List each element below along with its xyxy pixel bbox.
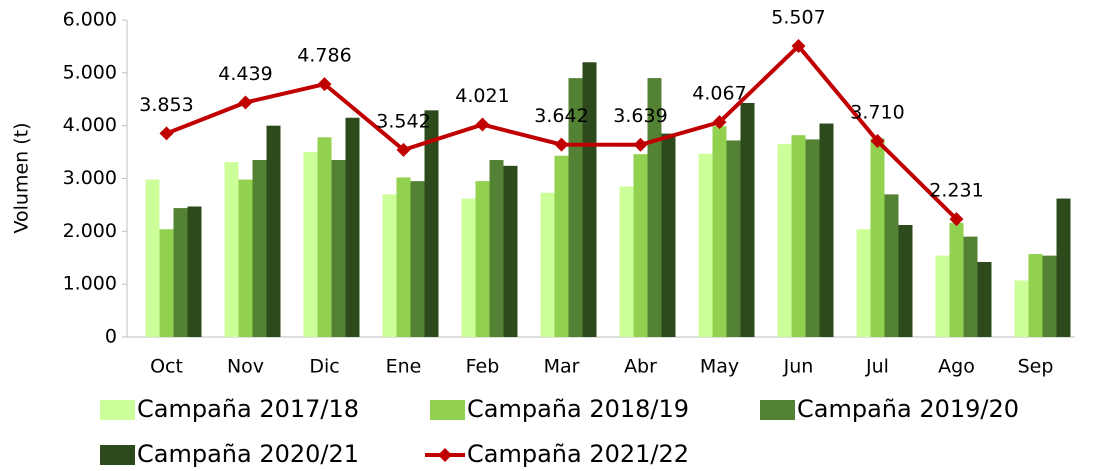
line-marker: [712, 115, 727, 130]
x-tick-label: Jul: [865, 356, 889, 378]
line-marker: [396, 142, 411, 157]
legend-swatch: [100, 400, 135, 420]
bar: [935, 255, 950, 337]
data-label: 4.439: [218, 63, 272, 85]
line-marker: [238, 95, 253, 110]
bar: [396, 177, 411, 337]
bar: [489, 160, 504, 337]
bar: [698, 153, 713, 337]
bar: [1056, 198, 1071, 337]
legend-label: Campaña 2017/18: [137, 395, 359, 423]
line-marker: [949, 212, 964, 227]
bar: [159, 229, 174, 337]
data-label: 4.786: [297, 45, 351, 67]
line-marker: [554, 137, 569, 152]
legend-swatch: [438, 448, 452, 462]
bar: [1014, 280, 1029, 337]
bar: [345, 117, 360, 337]
data-label: 5.507: [771, 7, 825, 29]
bar: [1042, 255, 1057, 337]
bar: [819, 123, 834, 337]
bar: [331, 160, 346, 337]
data-label: 3.542: [376, 110, 430, 132]
line-marker: [870, 133, 885, 148]
x-tick-label: Dic: [309, 356, 339, 378]
bar: [661, 133, 676, 337]
legend-swatch: [760, 400, 795, 420]
bar: [726, 140, 741, 337]
bar: [554, 155, 569, 337]
data-label: 4.067: [692, 83, 746, 105]
data-label: 3.710: [850, 101, 904, 123]
bar: [238, 179, 253, 337]
bar: [503, 165, 518, 337]
bar: [582, 62, 597, 338]
legend-swatch: [430, 400, 465, 420]
bar: [777, 144, 792, 337]
y-tick-label: 4.000: [63, 114, 117, 136]
x-tick-label: Ene: [386, 356, 422, 378]
bar: [266, 125, 281, 338]
bar: [791, 135, 806, 337]
bar: [540, 192, 555, 337]
data-label: 2.231: [929, 180, 983, 202]
legend-label: Campaña 2020/21: [137, 440, 359, 468]
bar: [187, 206, 202, 337]
x-tick-label: May: [700, 356, 739, 378]
bar: [949, 222, 964, 337]
x-tick-label: Abr: [624, 356, 657, 378]
legend-swatch: [100, 445, 135, 465]
line-marker: [791, 39, 806, 54]
bar: [317, 137, 332, 337]
bar: [633, 154, 648, 337]
x-tick-label: Ago: [938, 356, 975, 378]
line-marker: [475, 117, 490, 132]
y-axis-label: Volumen (t): [11, 122, 33, 233]
data-label: 3.853: [139, 94, 193, 116]
legend-label: Campaña 2018/19: [467, 395, 689, 423]
bar: [898, 224, 913, 337]
y-tick-label: 5.000: [63, 61, 117, 83]
bar: [145, 179, 160, 337]
bar: [884, 194, 899, 337]
bar: [252, 160, 267, 337]
bar: [475, 181, 490, 337]
x-tick-label: Sep: [1018, 356, 1054, 378]
x-tick-label: Nov: [227, 356, 264, 378]
y-tick-label: 2.000: [63, 220, 117, 242]
x-tick-label: Mar: [544, 356, 580, 378]
y-tick-label: 3.000: [63, 167, 117, 189]
line-marker: [633, 137, 648, 152]
x-tick-label: Oct: [150, 356, 183, 378]
bar: [619, 186, 634, 337]
bar: [303, 152, 318, 337]
bar: [461, 198, 476, 337]
y-tick-label: 1.000: [63, 273, 117, 295]
bar: [963, 236, 978, 337]
data-label: 3.642: [534, 105, 588, 127]
bar: [173, 208, 188, 337]
data-label: 3.639: [613, 105, 667, 127]
y-tick-label: 0: [105, 326, 117, 348]
bar: [424, 110, 439, 337]
x-tick-label: Feb: [466, 356, 500, 378]
bar: [410, 181, 425, 337]
bar: [870, 138, 885, 337]
data-label: 4.021: [455, 85, 509, 107]
bar: [740, 102, 755, 337]
bar: [224, 162, 239, 337]
line-marker: [317, 77, 332, 92]
bar: [805, 139, 820, 337]
legend-label: Campaña 2019/20: [797, 395, 1019, 423]
line-marker: [159, 126, 174, 141]
x-tick-label: Jun: [783, 356, 814, 378]
legend-label: Campaña 2021/22: [467, 440, 689, 468]
bar: [712, 126, 727, 337]
bar: [1028, 254, 1043, 337]
bar: [977, 261, 992, 337]
bar: [856, 229, 871, 337]
y-tick-label: 6.000: [63, 9, 117, 31]
bar: [382, 194, 397, 337]
